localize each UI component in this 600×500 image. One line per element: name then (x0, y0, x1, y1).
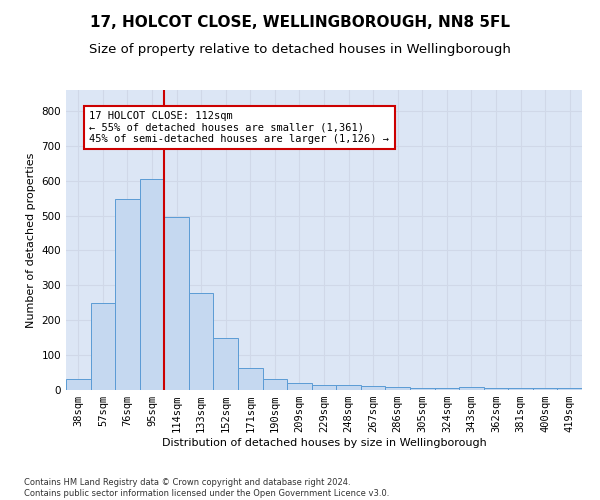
Bar (164, 218, 189, 390)
Bar (287, 383, 312, 390)
Text: Size of property relative to detached houses in Wellingborough: Size of property relative to detached ho… (89, 42, 511, 56)
Y-axis label: Number of detached properties: Number of detached properties (26, 152, 36, 328)
Bar (214, 338, 238, 390)
Bar (263, 379, 287, 390)
Text: 17, HOLCOT CLOSE, WELLINGBOROUGH, NN8 5FL: 17, HOLCOT CLOSE, WELLINGBOROUGH, NN8 5F… (90, 15, 510, 30)
Bar (238, 368, 263, 390)
Bar (533, 388, 557, 390)
Bar (66, 379, 91, 390)
Bar (336, 386, 361, 390)
Bar (115, 199, 140, 390)
Bar (484, 388, 508, 390)
Bar (312, 385, 336, 390)
Text: 17 HOLCOT CLOSE: 112sqm
← 55% of detached houses are smaller (1,361)
45% of semi: 17 HOLCOT CLOSE: 112sqm ← 55% of detache… (89, 111, 389, 144)
Bar (361, 386, 385, 390)
Bar (91, 304, 115, 390)
Bar (385, 387, 410, 390)
Text: Contains HM Land Registry data © Crown copyright and database right 2024.
Contai: Contains HM Land Registry data © Crown c… (24, 478, 389, 498)
Bar (434, 388, 459, 390)
Bar (459, 387, 484, 390)
Bar (508, 388, 533, 390)
Bar (189, 293, 214, 390)
Bar (140, 179, 164, 390)
X-axis label: Distribution of detached houses by size in Wellingborough: Distribution of detached houses by size … (161, 438, 487, 448)
Bar (557, 388, 582, 390)
Bar (410, 388, 434, 390)
